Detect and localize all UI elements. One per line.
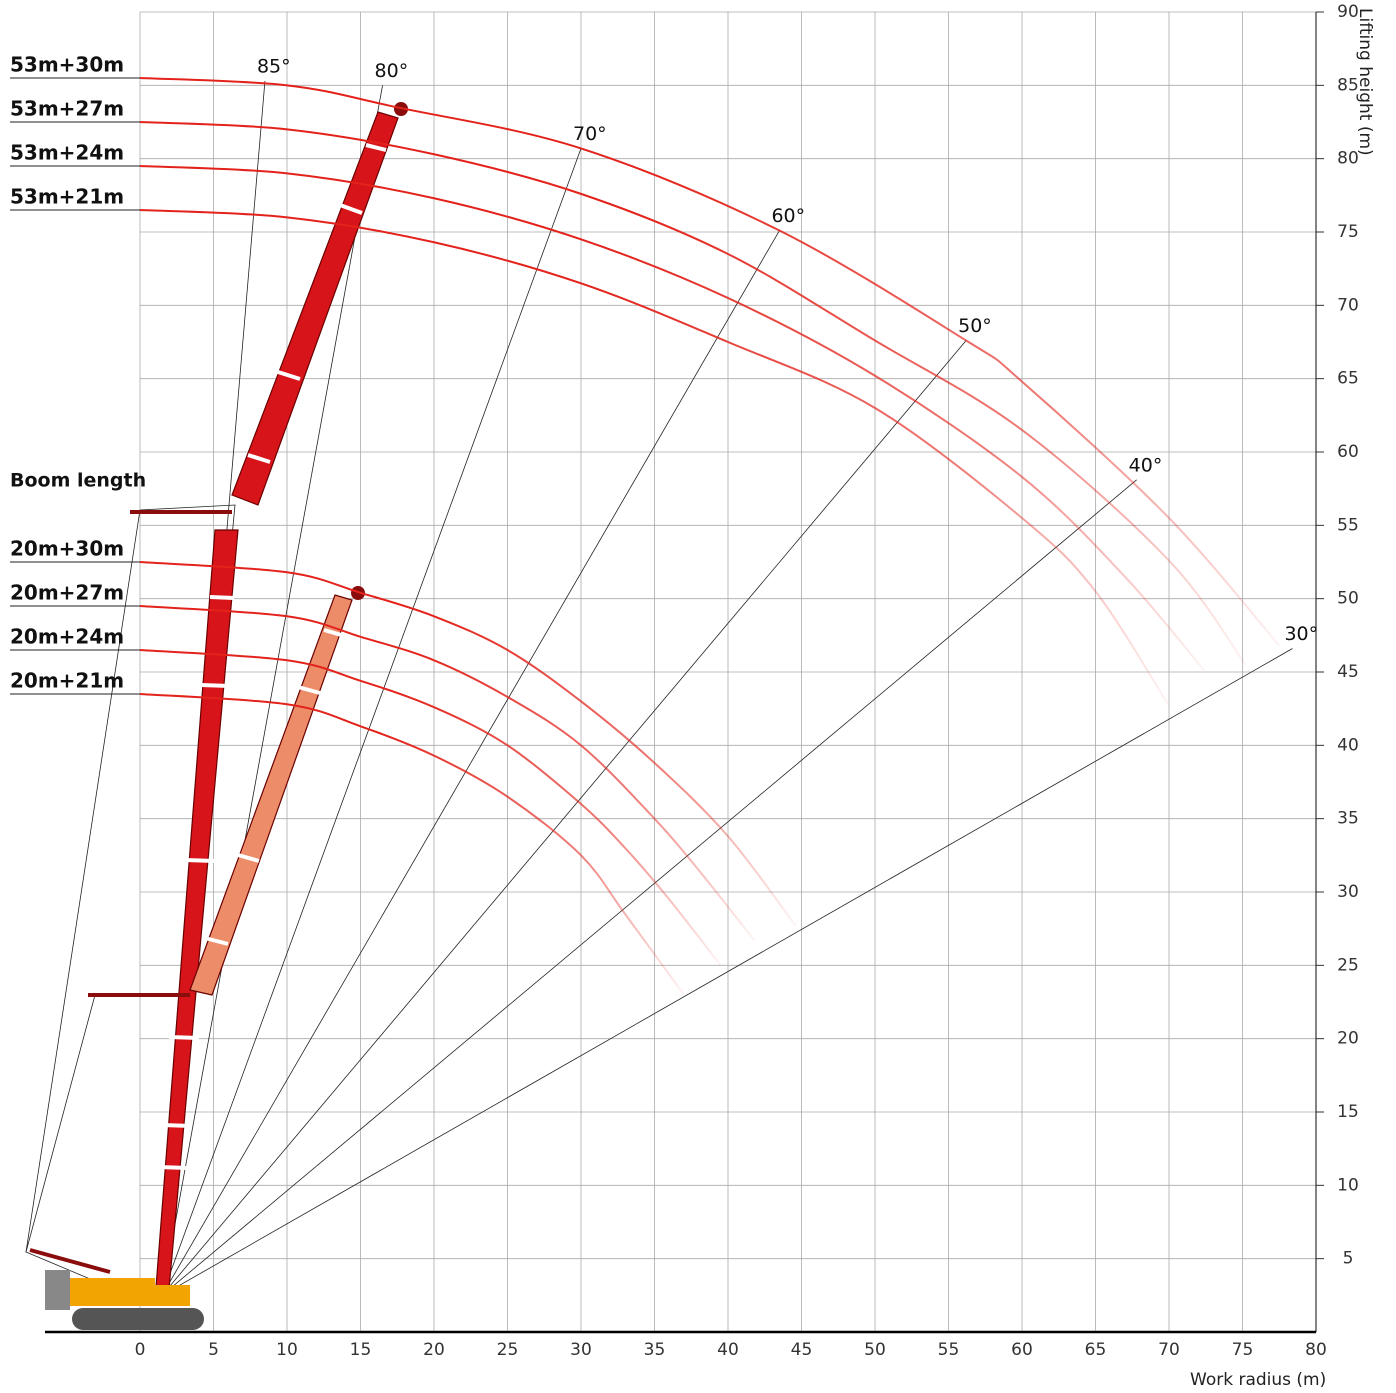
y-tick-label: 35 [1337, 809, 1359, 829]
x-tick-label: 40 [717, 1340, 739, 1360]
y-tick-label: 45 [1337, 662, 1359, 682]
y-tick-label: 80 [1337, 149, 1359, 169]
angle-label: 30° [1284, 623, 1318, 645]
angle-label: 50° [958, 315, 992, 337]
range-curve [139, 649, 722, 966]
y-tick-label: 15 [1337, 1102, 1359, 1122]
y-tick-label: 65 [1337, 369, 1359, 389]
angle-line [161, 230, 780, 1296]
range-curve [139, 121, 1247, 666]
y-tick-label: 20 [1337, 1029, 1359, 1049]
y-tick-label: 25 [1337, 955, 1359, 975]
angle-label: 40° [1129, 454, 1163, 476]
angle-line [161, 479, 1137, 1296]
y-tick-label: 55 [1337, 515, 1359, 535]
x-tick-label: 25 [497, 1340, 519, 1360]
angle-label: 70° [573, 123, 607, 145]
legend-label: 53m+21m [10, 185, 124, 209]
crane [25, 102, 408, 1330]
y-axis-label: Lifting height (m) [1355, 8, 1375, 156]
range-curve [139, 605, 756, 942]
legend-label: 53m+24m [10, 141, 124, 165]
x-tick-label: 45 [791, 1340, 813, 1360]
curves: 53m+30m 53m+27m 53m+24m 53m+21m 20m+30m 20m+2… [10, 53, 1281, 996]
y-tick-label: 30 [1337, 882, 1359, 902]
x-tick-label: 50 [864, 1340, 886, 1360]
x-tick-label: 65 [1085, 1340, 1107, 1360]
x-tick-label: 75 [1232, 1340, 1254, 1360]
y-tick-label: 90 [1337, 2, 1359, 22]
angle-line [161, 340, 967, 1296]
y-tick-label: 60 [1337, 442, 1359, 462]
y-tick-label: 75 [1337, 222, 1359, 242]
range-curve [139, 693, 685, 996]
x-tick-label: 15 [350, 1340, 372, 1360]
angle-line [161, 648, 1293, 1296]
legend-label: 20m+27m [10, 581, 124, 605]
x-tick-label: 10 [276, 1340, 298, 1360]
x-tick-label: 70 [1158, 1340, 1180, 1360]
legend-label: 20m+21m [10, 669, 124, 693]
legend-label: 53m+30m [10, 53, 124, 77]
angle-line [161, 148, 582, 1296]
angle-label: 80° [375, 60, 409, 82]
x-tick-label: 5 [208, 1340, 219, 1360]
legend-label: 20m+30m [10, 537, 124, 561]
range-curve [139, 165, 1206, 672]
y-tick-label: 85 [1337, 75, 1359, 95]
range-curve [139, 77, 1281, 647]
boom-length-label: Boom length [10, 470, 146, 492]
x-tick-label: 80 [1305, 1340, 1327, 1360]
x-tick-label: 20 [423, 1340, 445, 1360]
x-tick-label: 55 [938, 1340, 960, 1360]
y-tick-label: 40 [1337, 735, 1359, 755]
x-tick-label: 30 [570, 1340, 592, 1360]
x-tick-label: 35 [644, 1340, 666, 1360]
x-tick-label: 0 [135, 1340, 146, 1360]
legend-label: 20m+24m [10, 625, 124, 649]
y-tick-label: 70 [1337, 295, 1359, 315]
range-curve [139, 561, 797, 927]
legend-label: 53m+27m [10, 97, 124, 121]
y-tick-label: 10 [1337, 1175, 1359, 1195]
y-tick-label: 5 [1343, 1249, 1354, 1269]
x-tick-label: 60 [1011, 1340, 1033, 1360]
angle-label: 85° [257, 55, 291, 77]
angle-line [161, 85, 383, 1296]
angle-label: 60° [771, 205, 805, 227]
range-curve [139, 209, 1170, 707]
y-tick-label: 50 [1337, 589, 1359, 609]
x-axis-label: Work radius (m) [1190, 1370, 1326, 1390]
